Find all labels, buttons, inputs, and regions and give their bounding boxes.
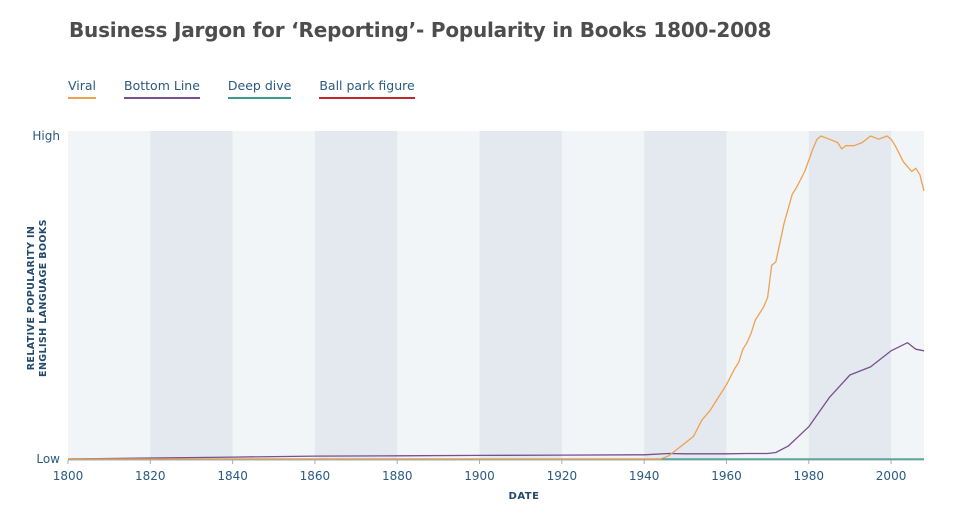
shaded-band [150,131,233,460]
chart-title: Business Jargon for ‘Reporting’- Popular… [69,18,772,42]
x-tick-label: 1800 [53,469,84,483]
legend-item-deep-dive[interactable]: Deep dive [227,78,292,99]
legend-item-viral[interactable]: Viral [68,78,97,99]
shaded-band [314,131,398,460]
shaded-band [479,131,562,460]
x-tick-label: 1920 [547,469,578,483]
y-ticks: Low High [32,129,60,466]
x-tick-label: 1940 [629,469,660,483]
shaded-band [644,131,727,460]
x-tick-label: 1840 [217,469,248,483]
x-tick-label: 2000 [876,469,907,483]
x-axis-label: DATE [509,491,540,502]
shaded-bands [68,131,924,460]
x-tick-label: 1820 [135,469,166,483]
x-tick-label: 1900 [464,469,495,483]
series-lines [67,135,925,460]
y-tick-label: Low [36,452,60,466]
x-tick-label: 1860 [300,469,331,483]
series-line-bottom-line[interactable] [67,342,925,460]
x-ticks: 1800 1820 1840 1860 1880 1900 1920 1940 1960 1980… [53,460,907,483]
shaded-band [808,131,892,460]
x-tick-label: 1980 [793,469,824,483]
x-tick-label: 1960 [711,469,742,483]
y-tick-label: High [32,129,60,143]
legend-item-ball-park-figure[interactable]: Ball park figure [319,78,415,99]
series-line-viral[interactable] [68,135,925,460]
legend-item-bottom-line[interactable]: Bottom Line [124,78,200,99]
legend: Viral Bottom Line Deep dive Ball park fi… [68,78,415,99]
x-tick-label: 1880 [382,469,413,483]
